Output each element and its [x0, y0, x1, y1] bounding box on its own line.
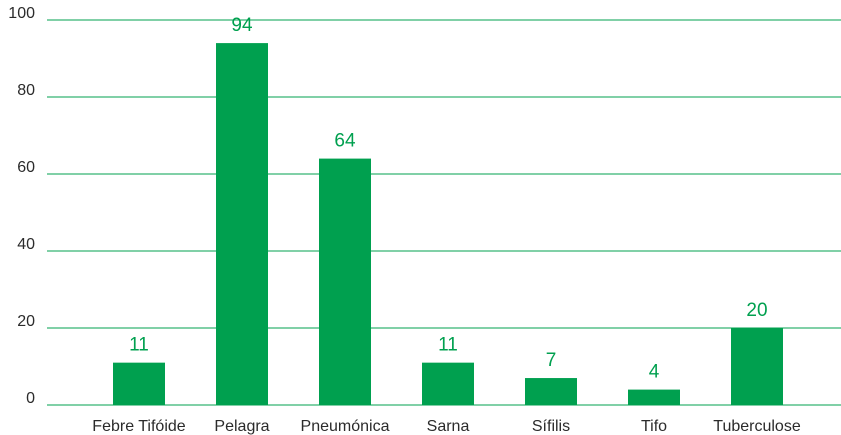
data-label: 11 [129, 335, 149, 356]
x-tick-label: Febre Tifóide [92, 418, 185, 435]
y-tick-label: 80 [17, 82, 35, 99]
y-tick-label: 60 [17, 159, 35, 176]
x-tick-label: Pneumónica [301, 418, 390, 435]
y-tick-label: 100 [8, 5, 35, 22]
x-tick-label: Sífilis [532, 418, 570, 435]
y-tick-label: 40 [17, 236, 35, 253]
y-tick-label: 0 [26, 390, 35, 407]
bar [525, 378, 577, 405]
data-label: 4 [649, 362, 660, 383]
bar [422, 362, 474, 405]
x-tick-label: Tifo [641, 418, 667, 435]
x-tick-label: Sarna [427, 418, 470, 435]
x-tick-label: Tuberculose [713, 418, 801, 435]
bar [319, 158, 371, 405]
data-label: 7 [546, 350, 557, 371]
x-tick-label: Pelagra [214, 418, 269, 435]
data-label: 20 [746, 300, 767, 321]
data-label: 11 [438, 335, 458, 356]
bar [216, 43, 268, 405]
bar [113, 362, 165, 405]
y-tick-label: 20 [17, 313, 35, 330]
bar [628, 389, 680, 405]
bar [731, 328, 783, 405]
data-label: 64 [334, 131, 356, 152]
data-label: 94 [231, 15, 253, 36]
